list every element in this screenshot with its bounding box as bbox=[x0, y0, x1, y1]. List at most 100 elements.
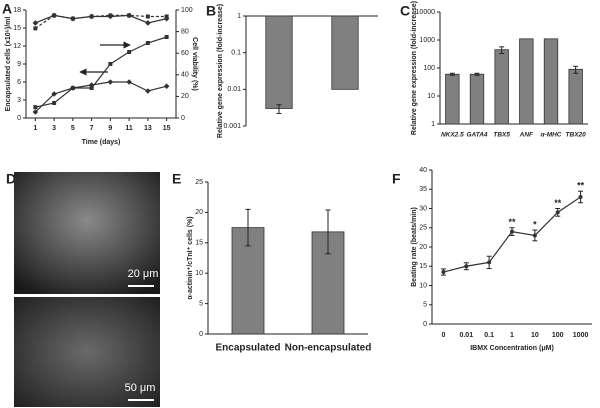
y-tick-label: 1 bbox=[431, 121, 435, 128]
marker bbox=[510, 229, 514, 234]
x-tick-label: α-MHC bbox=[541, 132, 562, 139]
y-tick-label: 5 bbox=[423, 302, 427, 309]
marker bbox=[464, 264, 469, 269]
y-tick-label: 35 bbox=[419, 186, 427, 193]
x-tick-label: 15 bbox=[163, 125, 171, 132]
x-tick-label: 13 bbox=[144, 125, 152, 132]
x-tick-label: 7 bbox=[90, 125, 94, 132]
marker bbox=[88, 82, 95, 88]
marker bbox=[126, 12, 132, 19]
marker bbox=[88, 13, 95, 20]
y-tick-label: 20 bbox=[195, 209, 203, 216]
bar bbox=[445, 73, 460, 125]
marker bbox=[555, 210, 560, 215]
marker bbox=[532, 233, 537, 238]
panel-label: F bbox=[392, 171, 401, 187]
x-tick-label: NKX2.5 bbox=[441, 132, 464, 139]
x-tick-label: 1000 bbox=[573, 332, 589, 339]
y-tick-label: 15 bbox=[13, 25, 21, 32]
bar bbox=[519, 38, 534, 125]
marker bbox=[70, 15, 76, 22]
y-axis-title: Relative gene expression (fold-increase) bbox=[217, 4, 224, 138]
marker bbox=[33, 105, 38, 110]
y-tick-label: 25 bbox=[419, 225, 427, 232]
x-tick-label: 3 bbox=[52, 125, 56, 132]
y-tick-label: 18 bbox=[13, 7, 21, 14]
x-axis-title: Time (days) bbox=[82, 139, 121, 146]
scale-label: 20 μm bbox=[128, 268, 159, 280]
x-tick-label: ANF bbox=[519, 132, 534, 139]
marker bbox=[126, 79, 132, 85]
x-tick-label: 5 bbox=[71, 125, 75, 132]
y-tick-label: 20 bbox=[419, 244, 427, 251]
y-axis-title: Encapsulated cells (x10⁵)/ml bbox=[5, 17, 12, 112]
x-axis-title: IBMX Concentration (μM) bbox=[470, 345, 554, 352]
panel-label: E bbox=[172, 171, 181, 187]
bar bbox=[543, 38, 559, 125]
y-axis-title: α-actinin⁺/cTnI⁺ cells (%) bbox=[187, 216, 194, 299]
x-tick-label: Non-encapsulated bbox=[285, 343, 372, 354]
y-tick-label: 30 bbox=[419, 205, 427, 212]
y-tick-label: 15 bbox=[419, 263, 427, 270]
line bbox=[35, 14, 167, 24]
marker bbox=[32, 109, 39, 115]
y-tick-label: 10 bbox=[427, 93, 435, 100]
y-tick-label: 12 bbox=[13, 43, 21, 50]
line bbox=[35, 36, 167, 108]
bar bbox=[265, 15, 293, 109]
x-tick-label: 0.1 bbox=[484, 332, 494, 339]
y-tick-label: 10 bbox=[195, 270, 203, 277]
y-tick-label: 40 bbox=[419, 167, 427, 174]
marker bbox=[33, 26, 38, 31]
y-tick-label: 1 bbox=[237, 13, 241, 20]
y-tick-label: 6 bbox=[17, 79, 21, 86]
x-tick-label: 11 bbox=[125, 125, 133, 132]
panel-label: B bbox=[206, 3, 216, 19]
y-tick-label: 25 bbox=[195, 179, 203, 186]
y2-tick-label: 0 bbox=[181, 115, 185, 122]
marker bbox=[127, 50, 132, 54]
significance-label: ** bbox=[554, 198, 562, 208]
x-tick-label: TBX20 bbox=[566, 132, 587, 139]
bar bbox=[568, 68, 583, 125]
scale-label: 50 μm bbox=[125, 382, 156, 394]
y-tick-label: 0.1 bbox=[231, 50, 241, 57]
x-tick-label: Encapsulated bbox=[215, 343, 280, 354]
micrograph bbox=[14, 172, 160, 294]
y-tick-label: 100 bbox=[423, 65, 435, 72]
x-tick-label: TBX5 bbox=[493, 132, 510, 139]
x-tick-label: GATA4 bbox=[466, 132, 487, 139]
marker bbox=[164, 35, 169, 39]
y2-tick-label: 80 bbox=[181, 28, 189, 35]
x-tick-label: 1 bbox=[510, 332, 514, 339]
micrograph bbox=[14, 297, 160, 407]
line bbox=[34, 81, 167, 113]
y-tick-label: 0.001 bbox=[223, 123, 241, 130]
y-tick-label: 10 bbox=[419, 282, 427, 289]
bar bbox=[494, 49, 509, 125]
marker bbox=[89, 86, 94, 90]
significance-label: * bbox=[533, 219, 537, 229]
y-tick-label: 0 bbox=[17, 115, 21, 122]
marker bbox=[145, 41, 150, 45]
y-axis-title: Beating rate (beats/min) bbox=[411, 207, 418, 287]
marker bbox=[107, 13, 114, 20]
y-tick-label: 0 bbox=[423, 321, 427, 328]
marker bbox=[51, 91, 57, 97]
x-tick-label: 10 bbox=[531, 332, 539, 339]
y-tick-label: 1000 bbox=[419, 37, 435, 44]
y2-tick-label: 100 bbox=[181, 7, 193, 14]
marker bbox=[51, 12, 57, 19]
marker bbox=[108, 62, 113, 66]
bar bbox=[469, 73, 485, 125]
y-tick-label: 9 bbox=[17, 61, 21, 68]
y-tick-label: 10000 bbox=[416, 9, 436, 16]
marker bbox=[145, 88, 151, 94]
y2-tick-label: 20 bbox=[181, 93, 189, 100]
marker bbox=[163, 15, 170, 22]
y-tick-label: 15 bbox=[195, 240, 203, 247]
marker bbox=[145, 14, 150, 19]
marker bbox=[487, 260, 492, 265]
marker bbox=[441, 270, 446, 275]
